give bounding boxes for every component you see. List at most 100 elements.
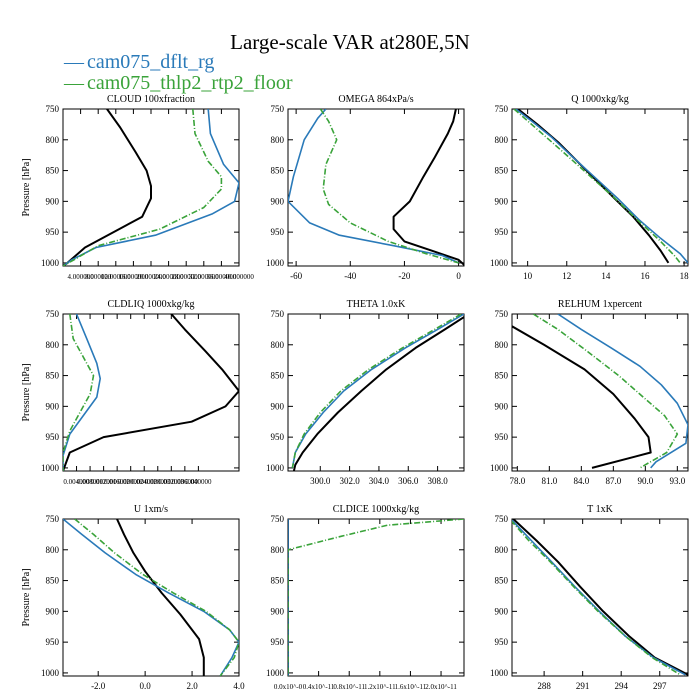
y-tick-label: 800 — [271, 135, 285, 145]
legend-item-1: — cam075_thlp2_rtp2_floor — [64, 73, 293, 94]
x-tick-label: 90.0 — [637, 476, 653, 486]
y-tick-label: 850 — [271, 166, 285, 176]
x-tick-label: 18 — [680, 271, 690, 281]
panel-8: T 1xK 750 800 850 900 950 1000 288 291 294 297 — [490, 504, 689, 691]
x-tick-label: 302.0 — [339, 476, 360, 486]
y-tick-label: 950 — [271, 637, 285, 647]
y-tick-label: 850 — [46, 576, 60, 586]
panel-title: RELHUM 1xpercent — [558, 299, 642, 310]
y-tick-label: 900 — [271, 401, 285, 411]
x-tick-label: 0.036000 — [172, 478, 199, 486]
y-axis-label: Pressure [hPa] — [21, 363, 32, 421]
y-tick-label: 1000 — [41, 463, 60, 473]
x-tick-label: 28.000000 — [171, 273, 201, 281]
series-line-blue — [288, 109, 459, 264]
series-line-green — [512, 520, 681, 676]
y-tick-label: 750 — [495, 309, 509, 319]
x-tick-label: 294 — [614, 681, 628, 691]
plot-frame — [287, 313, 465, 472]
plot-frame — [62, 518, 240, 677]
y-tick-label: 750 — [271, 104, 285, 114]
x-tick-label: 0.0 — [140, 681, 152, 691]
y-tick-label: 950 — [46, 637, 60, 647]
x-tick-label: -40 — [344, 271, 356, 281]
series-line-green — [513, 109, 681, 264]
x-tick-label: 20.000000 — [136, 273, 166, 281]
legend-swatch-1: — — [64, 72, 84, 94]
y-tick-label: 900 — [271, 196, 285, 206]
plot-frame — [62, 313, 240, 472]
x-tick-label: 0.028000 — [145, 478, 172, 486]
x-tick-label: 2.0 — [186, 681, 198, 691]
x-tick-label: 0 — [456, 271, 461, 281]
plot-frame — [511, 518, 689, 677]
series-line-blue — [515, 109, 688, 264]
panel-2: Q 1000xkg/kg 750 800 850 900 950 1000 10 12 14 16 1… — [490, 94, 689, 281]
panel-title: OMEGA 864xPa/s — [338, 94, 413, 105]
series-line-green — [319, 109, 459, 264]
panel-title: U 1xm/s — [134, 504, 168, 515]
x-tick-label: 0.032000 — [158, 478, 185, 486]
x-tick-label: 4.0 — [233, 681, 245, 691]
x-tick-label: 0.0x10^-0 — [274, 683, 303, 691]
panel-title: Q 1000xkg/kg — [571, 94, 629, 105]
y-tick-label: 850 — [271, 371, 285, 381]
plot-frame — [511, 108, 689, 267]
legend-item-0: — cam075_dflt_rg — [64, 52, 293, 73]
x-tick-label: 12 — [562, 271, 571, 281]
y-axis-label: Pressure [hPa] — [21, 158, 32, 216]
x-tick-label: 84.0 — [573, 476, 589, 486]
plot-frame — [511, 313, 689, 472]
x-tick-label: 36.000000 — [207, 273, 237, 281]
x-tick-label: 308.0 — [427, 476, 448, 486]
x-tick-label: 24.000000 — [154, 273, 184, 281]
x-tick-label: 0.004000 — [63, 478, 90, 486]
panel-7: CLDICE 1000xkg/kg 750 800 850 900 950 1000 0.0x… — [266, 504, 465, 691]
y-tick-label: 1000 — [490, 463, 509, 473]
x-tick-label: 14 — [601, 271, 611, 281]
y-tick-label: 750 — [46, 104, 60, 114]
x-tick-label: 288 — [537, 681, 551, 691]
series-line-black — [63, 109, 152, 266]
y-tick-label: 950 — [271, 227, 285, 237]
y-tick-label: 750 — [495, 104, 509, 114]
x-tick-label: 297 — [653, 681, 667, 691]
y-tick-label: 800 — [495, 135, 509, 145]
y-tick-label: 900 — [495, 196, 509, 206]
series-line-black — [292, 316, 464, 471]
y-tick-label: 850 — [271, 576, 285, 586]
y-tick-label: 850 — [495, 371, 509, 381]
series-line-blue — [557, 314, 688, 469]
y-tick-label: 800 — [271, 340, 285, 350]
x-tick-label: 0.4x10^-11 — [303, 683, 335, 691]
x-tick-label: 291 — [576, 681, 590, 691]
y-axis-label: Pressure [hPa] — [21, 568, 32, 626]
y-tick-label: 800 — [46, 340, 60, 350]
series-line-blue — [291, 314, 464, 469]
y-tick-label: 950 — [46, 432, 60, 442]
x-tick-label: 300.0 — [310, 476, 331, 486]
x-tick-label: -2.0 — [91, 681, 106, 691]
y-tick-label: 1000 — [266, 258, 285, 268]
legend-label-1: cam075_thlp2_rtp2_floor — [87, 72, 293, 94]
y-tick-label: 900 — [495, 606, 509, 616]
series-line-green — [63, 109, 223, 266]
x-tick-label: 304.0 — [369, 476, 390, 486]
y-tick-label: 900 — [271, 606, 285, 616]
y-tick-label: 950 — [46, 227, 60, 237]
y-tick-label: 1000 — [41, 258, 60, 268]
x-tick-label: 1.6x10^-11 — [395, 683, 427, 691]
x-tick-label: 78.0 — [509, 476, 525, 486]
x-tick-label: 0.016000 — [104, 478, 131, 486]
plot-frame — [287, 108, 465, 267]
series-line-green — [63, 314, 95, 471]
panel-title: CLOUD 100xfraction — [107, 94, 195, 105]
panel-title: CLDICE 1000xkg/kg — [333, 504, 419, 515]
x-tick-label: 0.008000 — [77, 478, 104, 486]
series-line-blue — [63, 519, 239, 676]
legend-swatch-0: — — [64, 51, 84, 73]
y-tick-label: 900 — [46, 401, 60, 411]
series-line-black — [116, 519, 205, 676]
x-tick-label: 4.000000 — [67, 273, 94, 281]
series-line-blue — [63, 314, 101, 471]
